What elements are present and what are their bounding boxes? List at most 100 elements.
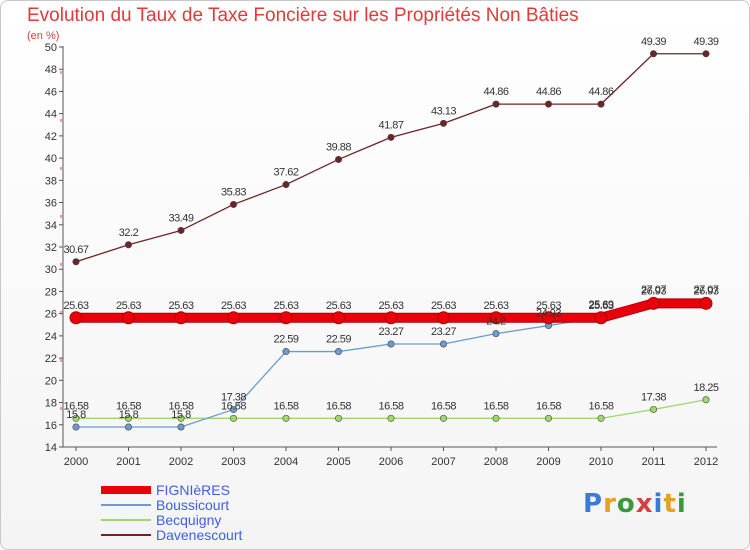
proxiti-logo: Proxiti (583, 489, 687, 519)
data-label: 16.58 (536, 400, 561, 412)
data-label: 24.93 (536, 308, 561, 320)
y-tick-label: 42 (45, 131, 57, 143)
x-tick-label: 2002 (169, 456, 193, 468)
data-label: 26.93 (641, 285, 666, 297)
y-tick-label: 22 (45, 353, 57, 365)
data-label: 25.63 (116, 300, 141, 312)
chart-title: Evolution du Taux de Taxe Foncière sur l… (27, 5, 579, 26)
y-tick-label: 16 (45, 420, 57, 432)
data-label: 25.63 (168, 300, 193, 312)
data-label: 23.27 (378, 326, 403, 338)
data-label: 16.58 (63, 400, 88, 412)
data-point (702, 396, 710, 404)
data-label: 44.86 (588, 86, 613, 98)
y-tick-label: 44 (45, 109, 57, 121)
data-point (177, 226, 185, 234)
data-point (387, 133, 395, 141)
data-label: 30.67 (63, 244, 88, 256)
logo-letter: o (616, 489, 636, 519)
data-point (282, 181, 290, 189)
data-point (174, 311, 188, 325)
data-label: 33.49 (168, 212, 193, 224)
data-point (72, 414, 80, 422)
data-point (594, 311, 608, 325)
data-label: 43.13 (431, 105, 456, 117)
y-tick-label: 36 (45, 198, 57, 210)
y-tick-label: 24 (45, 331, 57, 343)
data-point (649, 50, 657, 58)
data-point (492, 414, 500, 422)
data-point (227, 311, 240, 325)
data-label: 16.58 (273, 400, 298, 412)
data-label: 25.69 (588, 299, 613, 311)
chart-subtitle: (en %) (27, 30, 60, 42)
x-tick-label: 2011 (642, 456, 666, 468)
data-label: 44.86 (483, 86, 508, 98)
y-tick-label: 26 (45, 309, 57, 321)
data-label: 49.39 (693, 36, 718, 48)
data-label: 17.38 (221, 391, 246, 403)
data-point (334, 348, 342, 356)
y-tick-label: 48 (45, 64, 57, 76)
y-tick-label: 32 (45, 242, 57, 254)
data-label: 37.62 (273, 167, 298, 179)
x-tick-label: 2003 (221, 456, 245, 468)
legend-swatch-becquigny (101, 519, 151, 521)
data-label: 25.63 (378, 300, 403, 312)
y-tick-label: 46 (45, 86, 57, 98)
data-label: 16.58 (378, 400, 403, 412)
legend-swatch-boussicourt (101, 504, 151, 506)
data-point (72, 258, 80, 266)
data-point (439, 119, 447, 127)
data-label: 24.2 (486, 316, 506, 328)
data-label: 27.07 (693, 284, 718, 296)
data-point (492, 330, 500, 338)
logo-letter: i (676, 489, 687, 519)
data-label: 32.2 (119, 227, 139, 239)
data-label: 16.58 (431, 400, 456, 412)
data-point (647, 296, 660, 310)
data-label: 25.63 (431, 300, 456, 312)
data-point (492, 100, 500, 108)
data-point (544, 414, 552, 422)
legend-label-davenescourt: Davenescourt (156, 527, 243, 543)
data-point (125, 423, 133, 431)
data-point (177, 423, 185, 431)
data-point (649, 405, 657, 413)
x-tick-label: 2007 (431, 456, 455, 468)
data-label: 22.59 (273, 334, 298, 346)
data-label: 16.58 (483, 400, 508, 412)
data-label: 25.63 (273, 300, 298, 312)
data-point (125, 414, 133, 422)
legend-label-boussicourt: Boussicourt (156, 497, 230, 513)
data-point (699, 296, 713, 310)
data-label: 25.63 (221, 300, 246, 312)
data-label: 25.63 (536, 300, 561, 312)
x-tick-label: 2008 (484, 456, 508, 468)
data-point (69, 311, 83, 325)
data-label: 16.58 (116, 400, 141, 412)
data-point (384, 311, 398, 325)
data-label: 49.39 (641, 36, 666, 48)
legend-label-figniere: FIGNIèRES (156, 482, 230, 498)
data-point (72, 423, 80, 431)
data-label: 27.07 (641, 284, 666, 296)
data-label: 15.8 (66, 409, 86, 421)
x-tick-label: 2000 (64, 456, 88, 468)
data-point (230, 414, 238, 422)
data-point (437, 311, 450, 325)
data-point (282, 348, 290, 356)
y-tick-label: 28 (45, 286, 57, 298)
data-point (334, 414, 342, 422)
data-label: 22.59 (326, 334, 351, 346)
data-label: 41.87 (378, 119, 403, 131)
series-line (75, 53, 706, 263)
data-label: 15.8 (119, 409, 139, 421)
data-point (544, 100, 552, 108)
data-label: 16.58 (168, 400, 193, 412)
data-point (230, 200, 238, 208)
data-label: 16.58 (221, 400, 246, 412)
y-tick-label: 38 (45, 175, 57, 187)
data-label: 26.93 (693, 285, 718, 297)
